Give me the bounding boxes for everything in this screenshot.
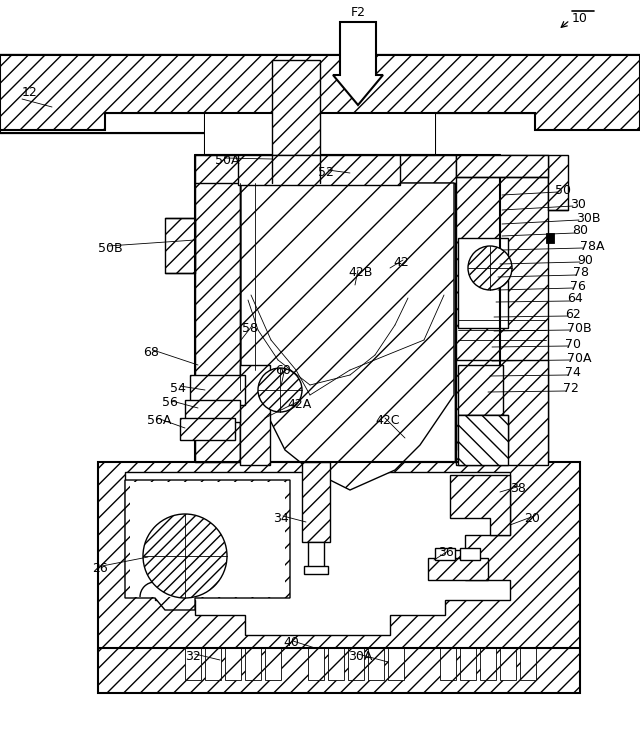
Text: 56: 56 <box>162 396 178 410</box>
Polygon shape <box>0 55 205 113</box>
Polygon shape <box>458 415 508 450</box>
Text: 20: 20 <box>524 512 540 524</box>
Polygon shape <box>125 472 510 635</box>
Polygon shape <box>308 648 324 680</box>
Text: 38: 38 <box>510 482 526 494</box>
Circle shape <box>258 368 302 412</box>
Polygon shape <box>500 648 516 680</box>
Text: 78A: 78A <box>580 239 605 253</box>
Polygon shape <box>165 218 195 273</box>
Polygon shape <box>272 60 320 155</box>
Text: 42B: 42B <box>348 266 372 279</box>
Polygon shape <box>456 360 548 465</box>
Polygon shape <box>458 365 503 415</box>
Polygon shape <box>0 113 210 133</box>
Text: 30A: 30A <box>348 650 372 663</box>
Polygon shape <box>368 648 384 680</box>
Polygon shape <box>460 548 480 560</box>
Polygon shape <box>205 113 430 133</box>
Text: 42: 42 <box>393 255 409 269</box>
Text: 42C: 42C <box>375 413 399 426</box>
Polygon shape <box>328 648 344 680</box>
Text: 26: 26 <box>92 561 108 575</box>
Polygon shape <box>455 155 500 462</box>
Polygon shape <box>308 542 324 567</box>
Polygon shape <box>0 55 640 155</box>
Text: 30B: 30B <box>576 212 600 225</box>
Polygon shape <box>428 558 488 580</box>
Polygon shape <box>195 155 240 462</box>
Polygon shape <box>520 648 536 680</box>
Polygon shape <box>333 22 383 105</box>
Text: 76: 76 <box>570 280 586 293</box>
Text: 62: 62 <box>565 307 580 320</box>
Text: 50A: 50A <box>215 153 239 166</box>
Text: 74: 74 <box>565 366 581 380</box>
Text: 50B: 50B <box>98 242 123 255</box>
Text: 78: 78 <box>573 266 589 280</box>
Polygon shape <box>302 462 330 542</box>
Text: 50: 50 <box>555 183 571 196</box>
Polygon shape <box>241 183 454 490</box>
Polygon shape <box>238 155 400 185</box>
Polygon shape <box>190 375 245 405</box>
Text: 54: 54 <box>170 382 186 394</box>
Text: 42A: 42A <box>287 398 311 410</box>
Polygon shape <box>458 415 508 465</box>
Polygon shape <box>546 233 554 243</box>
Text: 36: 36 <box>438 547 454 559</box>
Polygon shape <box>205 648 221 680</box>
Text: 64: 64 <box>567 293 583 305</box>
Polygon shape <box>456 155 548 177</box>
Polygon shape <box>130 482 285 597</box>
Circle shape <box>143 514 227 598</box>
Text: F2: F2 <box>351 7 365 20</box>
Polygon shape <box>0 55 210 133</box>
Polygon shape <box>450 475 510 535</box>
Polygon shape <box>440 648 456 680</box>
Polygon shape <box>456 155 548 462</box>
Polygon shape <box>180 418 235 440</box>
Polygon shape <box>205 113 435 155</box>
Text: 60: 60 <box>275 364 291 377</box>
Polygon shape <box>435 548 455 560</box>
Text: 68: 68 <box>143 345 159 358</box>
Polygon shape <box>0 55 640 113</box>
Text: 52: 52 <box>318 166 334 179</box>
Text: 34: 34 <box>273 512 289 524</box>
Text: 72: 72 <box>563 383 579 396</box>
Polygon shape <box>460 648 476 680</box>
Polygon shape <box>348 648 364 680</box>
Text: 40: 40 <box>283 637 299 650</box>
Polygon shape <box>430 55 640 113</box>
Circle shape <box>468 246 512 290</box>
Polygon shape <box>388 648 404 680</box>
Polygon shape <box>205 55 430 133</box>
Text: 80: 80 <box>572 225 588 237</box>
Polygon shape <box>195 155 500 183</box>
Text: 30: 30 <box>570 198 586 210</box>
Polygon shape <box>185 400 240 422</box>
Text: 56A: 56A <box>147 413 172 426</box>
Polygon shape <box>125 480 290 610</box>
Polygon shape <box>0 55 640 133</box>
Polygon shape <box>185 648 201 680</box>
Polygon shape <box>304 566 328 574</box>
Polygon shape <box>225 648 241 680</box>
Text: 70: 70 <box>565 337 581 350</box>
Polygon shape <box>458 238 508 328</box>
Text: 70B: 70B <box>567 321 591 334</box>
Polygon shape <box>98 462 580 693</box>
Polygon shape <box>245 648 261 680</box>
Polygon shape <box>480 648 496 680</box>
Text: 58: 58 <box>242 321 258 334</box>
Text: 32: 32 <box>185 650 201 663</box>
Polygon shape <box>265 648 281 680</box>
Text: 90: 90 <box>577 253 593 266</box>
Text: 12: 12 <box>22 85 38 99</box>
Polygon shape <box>240 365 270 465</box>
Text: 70A: 70A <box>567 352 591 364</box>
Polygon shape <box>548 155 568 210</box>
Text: 10: 10 <box>572 12 588 25</box>
